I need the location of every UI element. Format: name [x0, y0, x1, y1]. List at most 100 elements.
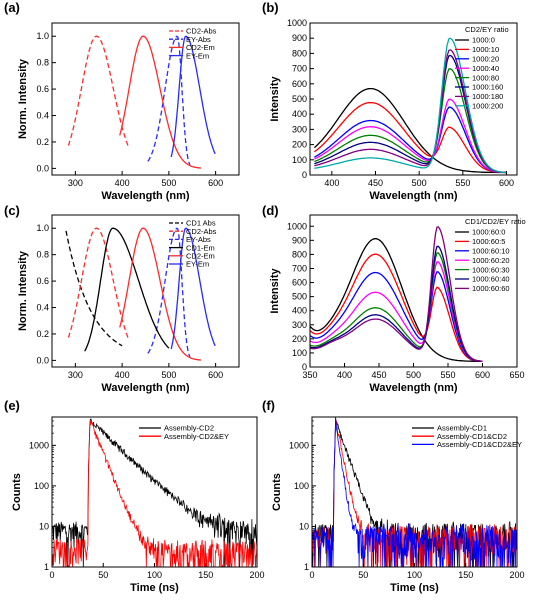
series-line-a-1	[147, 35, 191, 166]
y-tick-label-b-3: 300	[292, 124, 307, 134]
x-tick-label-b-0: 400	[324, 178, 339, 188]
y-axis-title-c: Norm. Intensity	[17, 250, 29, 331]
y-tick-label-c-1: 0.2	[36, 329, 49, 339]
series-line-d-0	[310, 238, 483, 362]
legend-label-b-7: 1000:200	[472, 102, 503, 111]
x-axis-title-f: Time (ns)	[390, 582, 439, 594]
series-line-c-3	[84, 227, 170, 352]
x-tick-label-e-3: 150	[198, 570, 213, 580]
y-axis-title-a: Norm. Intensity	[17, 58, 29, 139]
legend-label-d-5: 1000:60:40	[472, 275, 510, 284]
series-line-b-7	[314, 37, 507, 174]
legend-b: CD2/EY ratio1000:01000:101000:201000:401…	[455, 25, 509, 111]
x-tick-label-c-1: 400	[115, 370, 130, 380]
legend-label-d-0: 1000:60:0	[472, 228, 505, 237]
legend-label-c-1: CD2-Abs	[186, 227, 217, 236]
panel-c: (c) 300 400 500 600 0.0 0.2 0.4 0.6 0.8 1.0 Wavelen…	[4, 203, 240, 394]
x-axis-title-a: Wavelength (nm)	[101, 190, 190, 202]
x-tick-label-f-4: 200	[509, 570, 524, 580]
legend-label-b-0: 1000:0	[472, 36, 495, 45]
series-line-d-2	[310, 270, 483, 362]
y-axis-title-d: Intensity	[269, 268, 281, 314]
y-tick-label-e-2: 100	[34, 481, 49, 491]
y-tick-label-c-4: 0.8	[36, 250, 49, 260]
x-tick-label-e-1: 50	[98, 570, 108, 580]
y-tick-label-b-1: 100	[292, 155, 307, 165]
y-tick-label-e-0: 1	[44, 562, 49, 572]
series-line-c-1	[67, 227, 130, 341]
y-tick-label-d-6: 600	[292, 278, 307, 288]
panel-e: (e) 0 50 100 150 200 1 10 100 1000 Time (ns) Counts…	[4, 398, 265, 594]
series-line-c-0	[65, 230, 123, 347]
series-line-a-2	[119, 35, 202, 169]
panel-label-e: (e)	[4, 398, 20, 413]
series-line-d-6	[310, 226, 483, 362]
x-tick-label-d-0: 350	[302, 370, 317, 380]
y-tick-label-c-5: 1.0	[36, 223, 49, 233]
legend-label-d-2: 1000:60:10	[472, 247, 510, 256]
x-tick-label-d-1: 400	[337, 370, 352, 380]
y-tick-label-d-4: 400	[292, 306, 307, 316]
series-line-b-1	[314, 101, 507, 174]
x-axis-title-d: Wavelength (nm)	[369, 382, 458, 394]
y-tick-label-f-3: 1000	[289, 440, 309, 450]
y-tick-label-b-2: 200	[292, 140, 307, 150]
y-axis-title-f: Counts	[271, 473, 283, 511]
y-tick-label-a-5: 1.0	[36, 31, 49, 41]
panel-label-d: (d)	[262, 203, 279, 218]
x-tick-label-d-3: 500	[406, 370, 421, 380]
legend-label-b-3: 1000:40	[472, 64, 499, 73]
y-tick-label-a-1: 0.2	[36, 137, 49, 147]
y-tick-label-d-5: 500	[292, 292, 307, 302]
y-tick-label-b-10: 1000	[287, 18, 307, 28]
x-tick-label-a-1: 400	[115, 178, 130, 188]
series-line-a-0	[67, 35, 130, 149]
panel-label-a: (a)	[4, 0, 20, 15]
x-tick-label-b-4: 600	[499, 178, 514, 188]
y-axis-title-b: Intensity	[269, 76, 281, 122]
x-tick-label-e-0: 0	[49, 570, 54, 580]
y-tick-label-a-0: 0.0	[36, 163, 49, 173]
x-tick-label-d-5: 600	[475, 370, 490, 380]
plot-area-c	[65, 227, 216, 361]
x-tick-label-f-2: 100	[407, 570, 422, 580]
y-tick-label-d-0: 0	[302, 362, 307, 372]
panel-d: (d) 350 400 450 500 550 600 650 0 100 200 300 400 500…	[262, 203, 526, 394]
series-line-c-5	[170, 227, 216, 350]
plot-area-e	[52, 418, 257, 567]
x-axis-title-e: Time (ns)	[130, 582, 179, 594]
x-tick-label-a-0: 300	[68, 178, 83, 188]
y-tick-label-e-3: 1000	[29, 440, 49, 450]
legend-label-c-0: CD1 Abs	[186, 219, 216, 228]
y-tick-label-c-2: 0.4	[36, 303, 49, 313]
y-tick-label-b-8: 800	[292, 48, 307, 58]
plot-area-b	[313, 37, 507, 174]
series-line-f-2	[312, 417, 517, 567]
series-line-b-4	[314, 68, 507, 174]
x-tick-label-a-3: 600	[208, 178, 223, 188]
legend-label-b-6: 1000:180	[472, 92, 503, 101]
y-tick-label-b-7: 700	[292, 64, 307, 74]
x-tick-label-d-4: 550	[440, 370, 455, 380]
legend-label-d-1: 1000:60:5	[472, 237, 505, 246]
y-tick-label-f-2: 100	[294, 481, 309, 491]
y-tick-label-d-2: 200	[292, 334, 307, 344]
series-line-c-2	[147, 227, 191, 358]
series-line-a-3	[170, 35, 216, 158]
legend-title-d: CD1/CD2/EY ratio	[465, 217, 526, 226]
legend-label-c-4: CD2-Em	[186, 252, 215, 261]
series-line-c-4	[119, 227, 202, 361]
series-line-e-1	[52, 420, 257, 567]
y-tick-label-b-5: 500	[292, 94, 307, 104]
legend-label-a-0: CD2-Abs	[186, 27, 217, 36]
x-tick-label-e-2: 100	[147, 570, 162, 580]
y-tick-label-d-8: 800	[292, 249, 307, 259]
x-tick-label-d-2: 450	[371, 370, 386, 380]
legend-label-c-5: EY-Em	[186, 260, 209, 269]
series-line-e-0	[52, 418, 257, 567]
plot-area-f	[312, 417, 517, 567]
x-tick-label-b-3: 550	[455, 178, 470, 188]
x-tick-label-e-4: 200	[249, 570, 264, 580]
y-tick-label-d-3: 300	[292, 320, 307, 330]
